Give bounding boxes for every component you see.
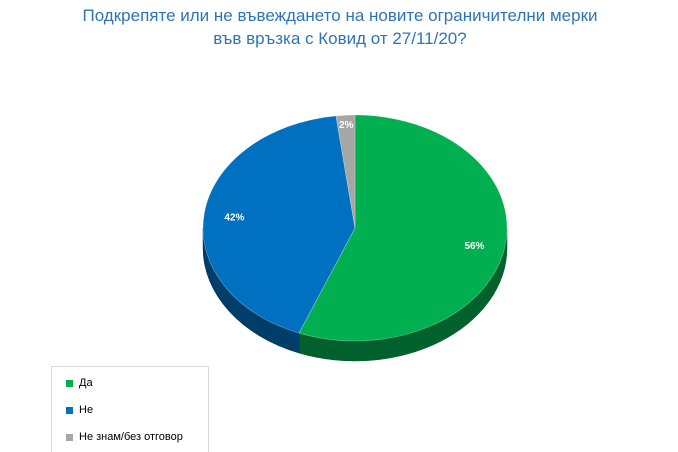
legend-swatch-da xyxy=(66,379,73,387)
legend-item-da: Да xyxy=(66,376,93,390)
legend-label-da: Да xyxy=(79,377,93,389)
legend-swatch-ne-znam xyxy=(66,433,73,441)
pie-slice-da xyxy=(298,114,508,342)
data-label-ne-znam: 2% xyxy=(339,120,354,131)
legend-item-ne-znam: Не знам/без отговор xyxy=(66,430,183,444)
legend-item-ne: Не xyxy=(66,403,93,417)
pie-side-ne xyxy=(202,227,300,354)
chart-title-line-1: Подкрепяте или не въвеждането на новите … xyxy=(82,6,598,25)
legend-swatch-ne xyxy=(66,406,73,414)
data-label-da: 56% xyxy=(464,241,484,252)
pie-data-labels: 56% 42% 2% xyxy=(224,120,484,252)
data-label-ne: 42% xyxy=(224,213,244,224)
legend-label-ne: Не xyxy=(79,404,94,416)
pie-slice-ne xyxy=(202,115,356,334)
chart-legend: Да Не Не знам/без отговор xyxy=(51,366,209,452)
chart-title: Подкрепяте или не въвеждането на новите … xyxy=(40,4,640,50)
pie-slice-ne-znam xyxy=(335,114,356,229)
pie-slices xyxy=(202,114,508,342)
legend-label-ne-znam: Не знам/без отговор xyxy=(79,431,183,443)
chart-title-line-2: във връзка с Ковид от 27/11/20? xyxy=(213,29,467,48)
